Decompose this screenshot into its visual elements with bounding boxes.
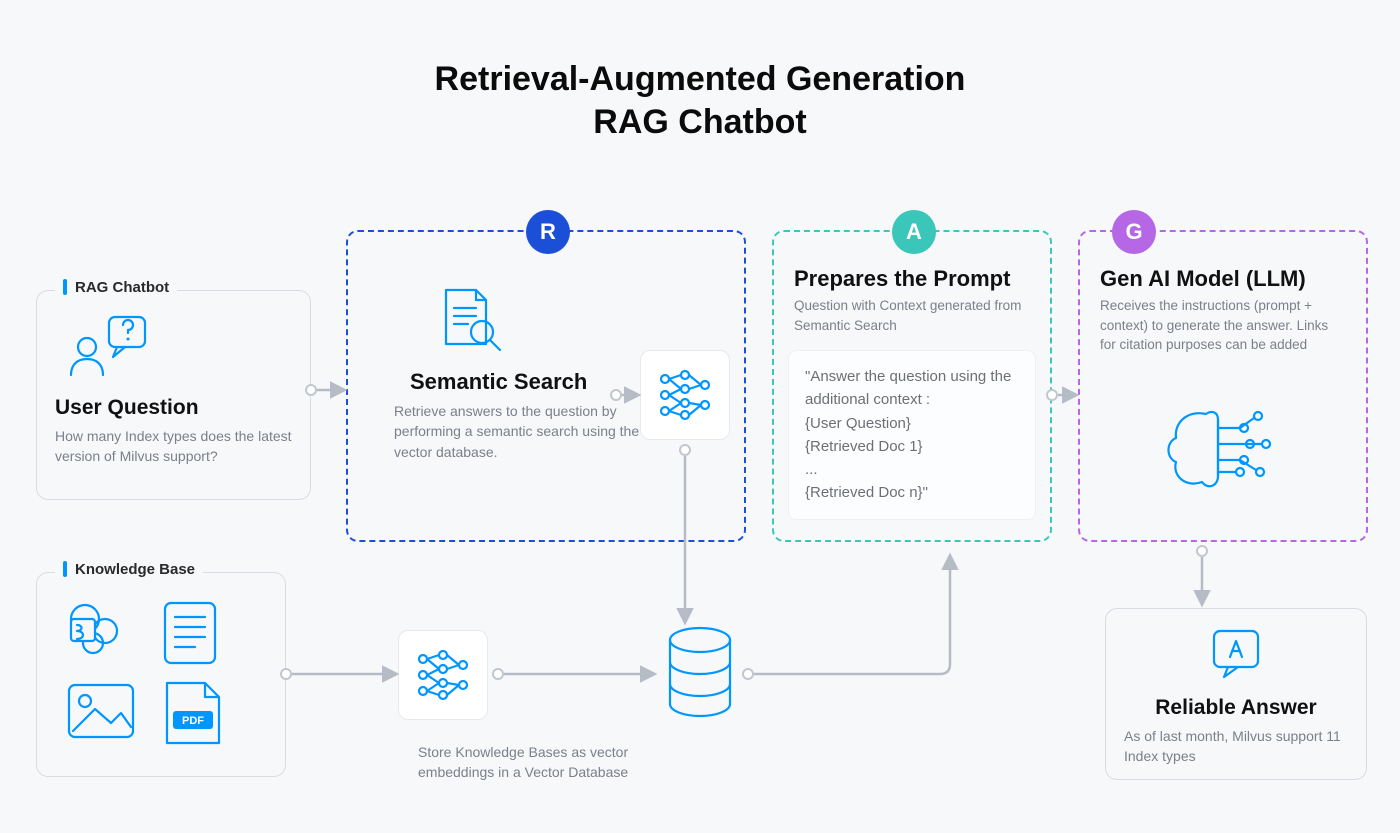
svg-text:PDF: PDF	[182, 715, 204, 727]
prompt-line: "Answer the question using the additiona…	[805, 365, 1019, 412]
user-question-heading: User Question	[55, 396, 292, 420]
badge-a: A	[892, 210, 936, 254]
genai-heading: Gen AI Model (LLM)	[1100, 266, 1346, 292]
augment-box: A Prepares the Prompt Question with Cont…	[772, 230, 1052, 542]
connector-node	[610, 389, 622, 401]
badge-r: R	[526, 210, 570, 254]
knowledge-base-caption: Store Knowledge Bases as vector embeddin…	[418, 742, 658, 783]
connector-node	[1046, 389, 1058, 401]
reliable-answer-box: Reliable Answer As of last month, Milvus…	[1105, 608, 1367, 780]
semantic-search-icon	[432, 282, 510, 360]
generate-box: G Gen AI Model (LLM) Receives the instru…	[1078, 230, 1368, 542]
user-question-body: How many Index types does the latest ver…	[55, 426, 292, 467]
prompt-template-card: "Answer the question using the additiona…	[788, 350, 1036, 520]
prepares-prompt-heading: Prepares the Prompt	[794, 266, 1030, 292]
knowledge-base-label: Knowledge Base	[55, 561, 203, 578]
connector-node	[742, 668, 754, 680]
prompt-line: {Retrieved Doc n}"	[805, 481, 1019, 504]
semantic-search-body: Retrieve answers to the question by perf…	[394, 401, 644, 462]
reliable-answer-body: As of last month, Milvus support 11 Inde…	[1124, 726, 1348, 767]
reliable-answer-heading: Reliable Answer	[1124, 696, 1348, 720]
user-question-icon	[65, 311, 155, 381]
genai-body: Receives the instructions (prompt + cont…	[1100, 296, 1346, 355]
prompt-line: ...	[805, 458, 1019, 481]
vector-database-icon	[660, 626, 740, 722]
prompt-line: {Retrieved Doc 1}	[805, 435, 1019, 458]
knowledge-base-icons: PDF	[55, 593, 265, 753]
connector-node	[280, 668, 292, 680]
neural-network-icon	[411, 643, 475, 707]
connector-node	[679, 444, 691, 456]
neural-network-icon	[653, 363, 717, 427]
brain-ai-icon	[1158, 400, 1278, 500]
prepares-prompt-sub: Question with Context generated from Sem…	[794, 296, 1030, 335]
connector-node	[305, 384, 317, 396]
user-question-label: RAG Chatbot	[55, 279, 177, 296]
connector-node	[492, 668, 504, 680]
user-question-box: RAG Chatbot User Question How many Index…	[36, 290, 311, 500]
embedding-model-card-bottom	[398, 630, 488, 720]
prompt-line: {User Question}	[805, 412, 1019, 435]
knowledge-base-box: Knowledge Base PDF	[36, 572, 286, 777]
answer-icon	[1204, 625, 1268, 681]
badge-g: G	[1112, 210, 1156, 254]
connector-node	[1196, 545, 1208, 557]
embedding-model-card-top	[640, 350, 730, 440]
